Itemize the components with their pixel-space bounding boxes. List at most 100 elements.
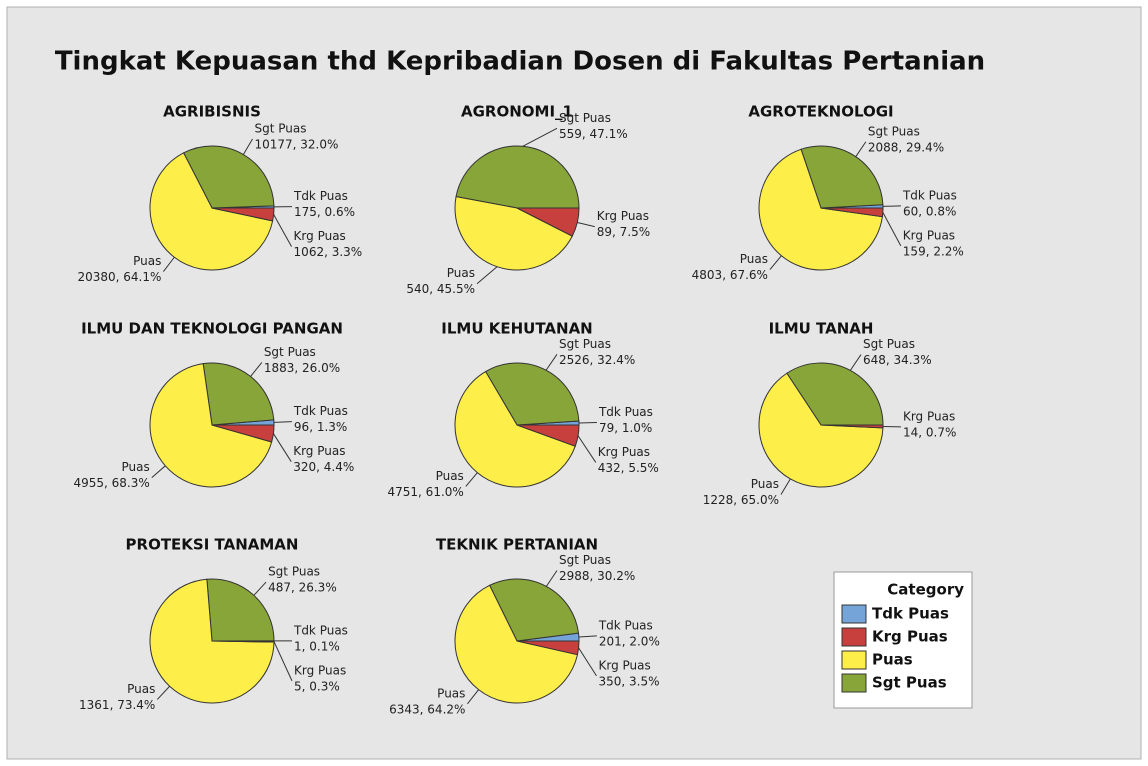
- slice-label: 540, 45.5%: [406, 282, 475, 296]
- leader-line: [882, 212, 902, 247]
- leader-line: [577, 435, 597, 463]
- slice-label: 14, 0.7%: [903, 425, 956, 439]
- slice-name: Tdk Puas: [598, 618, 653, 632]
- slice-label: 1228, 65.0%: [703, 493, 779, 507]
- slice-name: Krg Puas: [597, 209, 649, 223]
- slice-name: Puas: [437, 686, 465, 700]
- leader-line: [273, 641, 293, 682]
- legend-swatch: [841, 673, 867, 693]
- legend-swatch: [841, 604, 867, 624]
- slice-label: 6343, 64.2%: [389, 702, 465, 716]
- slice-name: Sgt Puas: [264, 345, 316, 359]
- pie-slice: [149, 152, 274, 271]
- slice-name: Puas: [751, 477, 779, 491]
- slice-name: Sgt Puas: [868, 124, 920, 138]
- leader-line: [769, 255, 782, 270]
- slice-name: Sgt Puas: [559, 337, 611, 351]
- leader-line: [578, 421, 597, 424]
- pie-slice: [206, 578, 275, 642]
- slice-label: 201, 2.0%: [599, 634, 660, 648]
- slice-name: Tdk Puas: [598, 405, 653, 419]
- leader-line: [855, 141, 867, 157]
- slice-label: 96, 1.3%: [294, 420, 347, 434]
- legend-label: Sgt Puas: [872, 674, 947, 692]
- slice-label: 5, 0.3%: [294, 679, 340, 693]
- pie-slice: [484, 362, 580, 426]
- slice-label: 487, 26.3%: [268, 581, 337, 595]
- pie-slice: [516, 424, 580, 447]
- slice-label: 350, 3.5%: [599, 674, 660, 688]
- leader-line: [545, 354, 558, 371]
- slice-label: 79, 1.0%: [599, 421, 652, 435]
- leader-line: [273, 214, 292, 247]
- slice-label: 2526, 32.4%: [559, 353, 635, 367]
- leader-line: [578, 635, 597, 638]
- slice-name: Sgt Puas: [268, 565, 320, 579]
- leader-line: [522, 127, 558, 147]
- slice-name: Krg Puas: [599, 658, 651, 672]
- pie-slice: [454, 196, 573, 271]
- leader-line: [250, 362, 263, 377]
- slice-name: Puas: [133, 254, 161, 268]
- legend-label: Krg Puas: [872, 628, 948, 646]
- pie-title: PROTEKSI TANAMAN: [126, 536, 299, 554]
- leader-line: [272, 433, 292, 462]
- slice-name: Tdk Puas: [902, 188, 957, 202]
- leader-line: [273, 421, 292, 423]
- leader-line: [253, 581, 267, 596]
- pie-title: AGRONOMI_1: [461, 103, 573, 121]
- pie-title: ILMU KEHUTANAN: [441, 320, 592, 338]
- legend-label: Tdk Puas: [872, 605, 949, 623]
- leader-line: [577, 221, 595, 228]
- slice-name: Krg Puas: [294, 229, 346, 243]
- pie-title: TEKNIK PERTANIAN: [436, 536, 598, 554]
- slice-name: Krg Puas: [598, 445, 650, 459]
- leader-line: [465, 472, 478, 487]
- leader-line: [780, 478, 791, 495]
- slice-name: Puas: [740, 252, 768, 266]
- legend-label: Puas: [872, 651, 913, 669]
- leader-line: [467, 689, 479, 705]
- leader-line: [578, 647, 597, 677]
- slice-label: 60, 0.8%: [903, 204, 956, 218]
- slice-label: 89, 7.5%: [597, 225, 650, 239]
- slice-label: 320, 4.4%: [293, 460, 354, 474]
- pie-title: ILMU TANAH: [769, 320, 874, 338]
- slice-label: 432, 5.5%: [598, 461, 659, 475]
- slice-label: 1062, 3.3%: [294, 245, 363, 259]
- slice-name: Krg Puas: [293, 444, 345, 458]
- slice-label: 1883, 26.0%: [264, 361, 340, 375]
- slice-name: Puas: [122, 460, 150, 474]
- slice-label: 159, 2.2%: [903, 244, 964, 258]
- legend-title: Category: [887, 581, 964, 599]
- slice-label: 648, 34.3%: [863, 353, 932, 367]
- slice-name: Puas: [127, 682, 155, 696]
- leader-line: [151, 465, 166, 479]
- pie-slice: [758, 372, 884, 488]
- slice-name: Sgt Puas: [559, 111, 611, 125]
- slice-name: Krg Puas: [903, 409, 955, 423]
- slice-name: Sgt Puas: [863, 337, 915, 351]
- slice-label: 559, 47.1%: [559, 127, 628, 141]
- slice-name: Tdk Puas: [293, 189, 348, 203]
- pie-slice: [488, 578, 580, 642]
- slice-label: 2988, 30.2%: [559, 569, 635, 583]
- slice-name: Puas: [447, 266, 475, 280]
- pie-title: ILMU DAN TEKNOLOGI PANGAN: [81, 320, 343, 338]
- slice-name: Puas: [436, 469, 464, 483]
- slice-name: Sgt Puas: [559, 553, 611, 567]
- pie-title: AGROTEKNOLOGI: [748, 103, 893, 121]
- pie-slice: [800, 145, 884, 209]
- leader-line: [849, 354, 862, 371]
- slice-name: Tdk Puas: [293, 623, 348, 637]
- slice-label: 1361, 73.4%: [79, 698, 155, 712]
- slice-name: Tdk Puas: [293, 404, 348, 418]
- slice-label: 1, 0.1%: [294, 639, 340, 653]
- pie-slice: [516, 207, 580, 237]
- slice-label: 20380, 64.1%: [77, 270, 161, 284]
- pie-slice: [454, 370, 576, 488]
- legend-swatch: [841, 627, 867, 647]
- pie-slice: [454, 584, 579, 704]
- pie-title: AGRIBISNIS: [163, 103, 261, 121]
- slice-label: 4803, 67.6%: [692, 268, 768, 282]
